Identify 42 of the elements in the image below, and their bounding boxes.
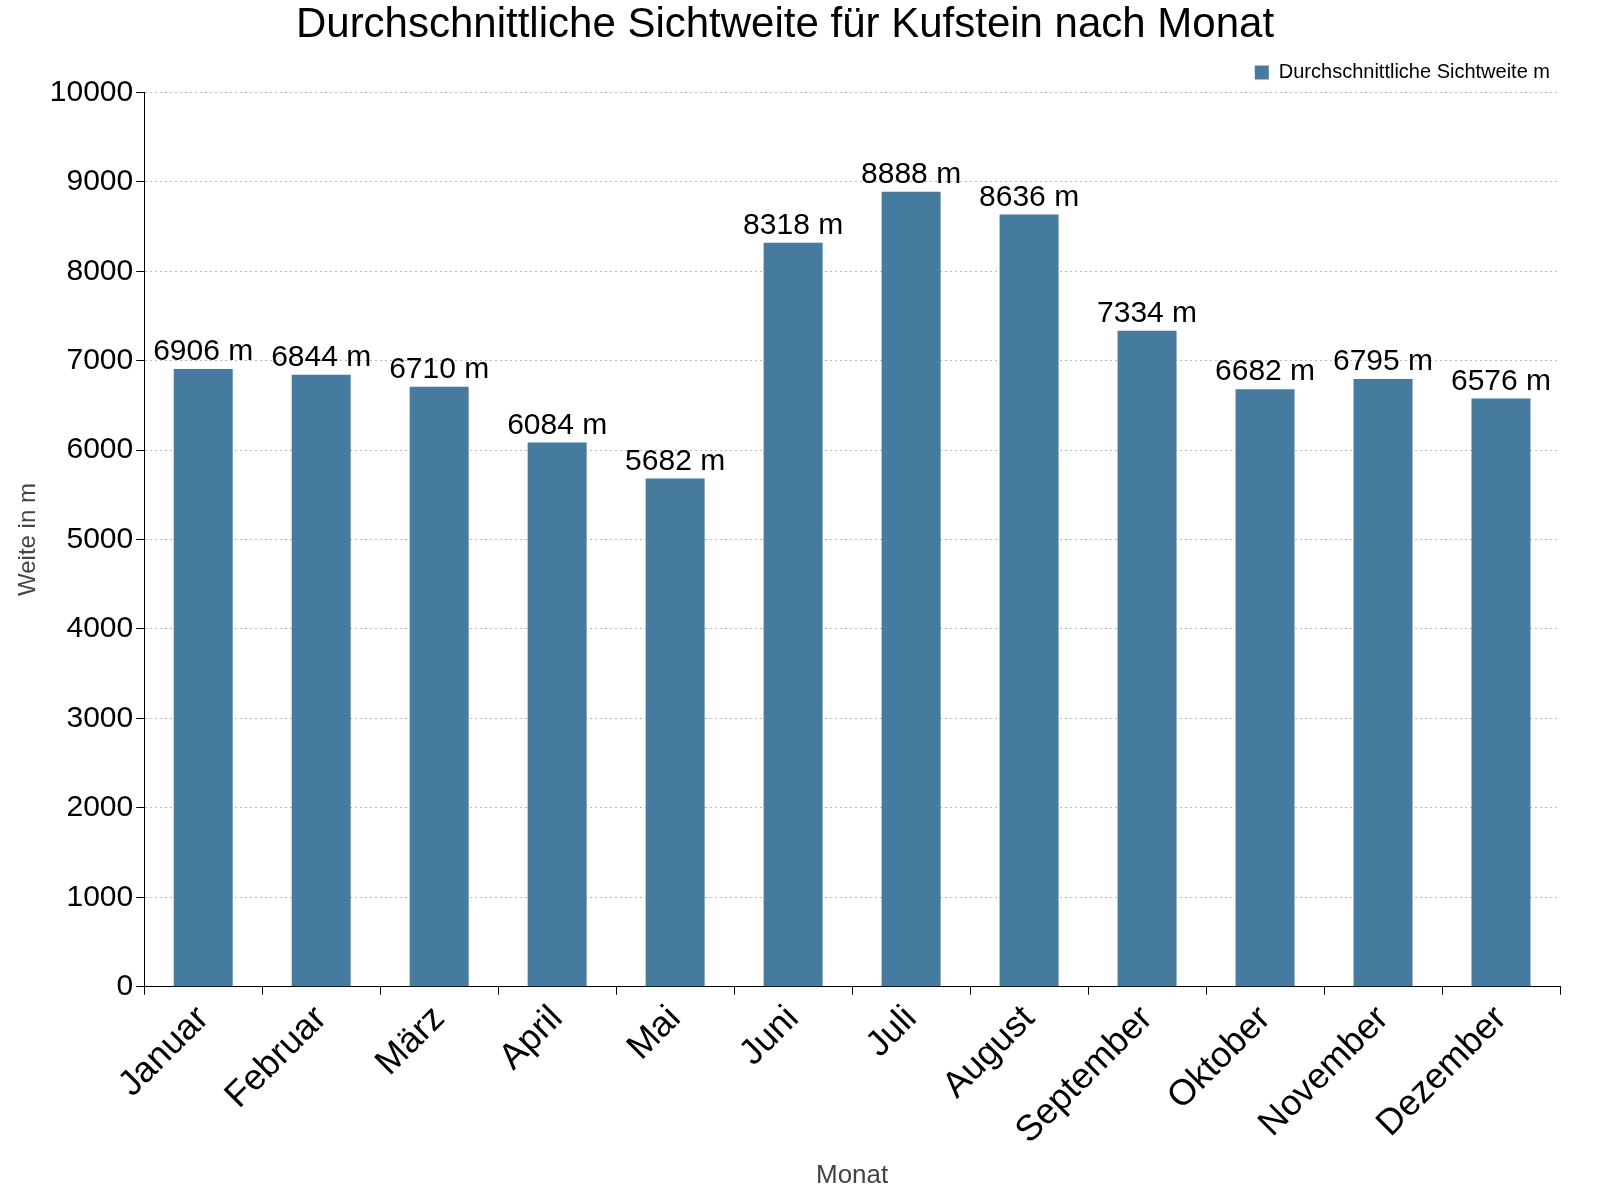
bar <box>527 442 587 987</box>
bar <box>1117 330 1177 987</box>
x-axis-title: Monat <box>815 1158 890 1189</box>
y-tick-label: 10000 <box>49 73 134 107</box>
data-label: 6795 m <box>1332 343 1434 377</box>
chart-title: Durchschnittliche Sichtweite für Kufstein nach Monat <box>295 0 1275 46</box>
y-tick-label: 8000 <box>66 252 134 286</box>
bar <box>645 478 705 987</box>
data-label: 8888 m <box>861 156 962 190</box>
y-tick-label: 2000 <box>66 789 134 823</box>
bar <box>1235 389 1295 987</box>
data-label: 6710 m <box>389 350 490 384</box>
data-label: 6906 m <box>153 333 254 367</box>
y-tick-label: 5000 <box>66 520 134 554</box>
bar <box>409 386 469 987</box>
y-tick-label: 1000 <box>66 878 134 912</box>
y-tick-label: 4000 <box>66 610 134 644</box>
legend-label: Durchschnittliche Sichtweite m <box>1278 59 1551 82</box>
x-tick-label: Juni <box>730 996 806 1073</box>
y-tick-label: 9000 <box>66 163 134 197</box>
data-label: 5682 m <box>625 442 726 476</box>
bar <box>291 374 351 987</box>
data-label: 8318 m <box>743 207 844 241</box>
y-tick-label: 3000 <box>66 699 134 733</box>
y-tick-label: 0 <box>116 968 134 1001</box>
y-axis-title: Weite in m <box>13 483 41 597</box>
x-tick-label: Mai <box>617 996 688 1067</box>
y-tick-label: 6000 <box>66 431 134 465</box>
data-label: 6682 m <box>1215 353 1316 387</box>
data-label: 6844 m <box>271 338 372 372</box>
x-tick-label: Juli <box>856 996 924 1064</box>
data-label: 6576 m <box>1450 362 1552 396</box>
bar <box>1353 379 1413 987</box>
data-label: 6084 m <box>507 406 608 440</box>
y-tick-label: 7000 <box>66 341 134 375</box>
bar <box>173 369 233 987</box>
bar <box>763 242 823 987</box>
data-label: 8636 m <box>979 178 1080 212</box>
bar <box>999 214 1059 987</box>
bar <box>881 191 941 987</box>
bar <box>1471 398 1531 987</box>
data-label: 7334 m <box>1097 295 1198 329</box>
